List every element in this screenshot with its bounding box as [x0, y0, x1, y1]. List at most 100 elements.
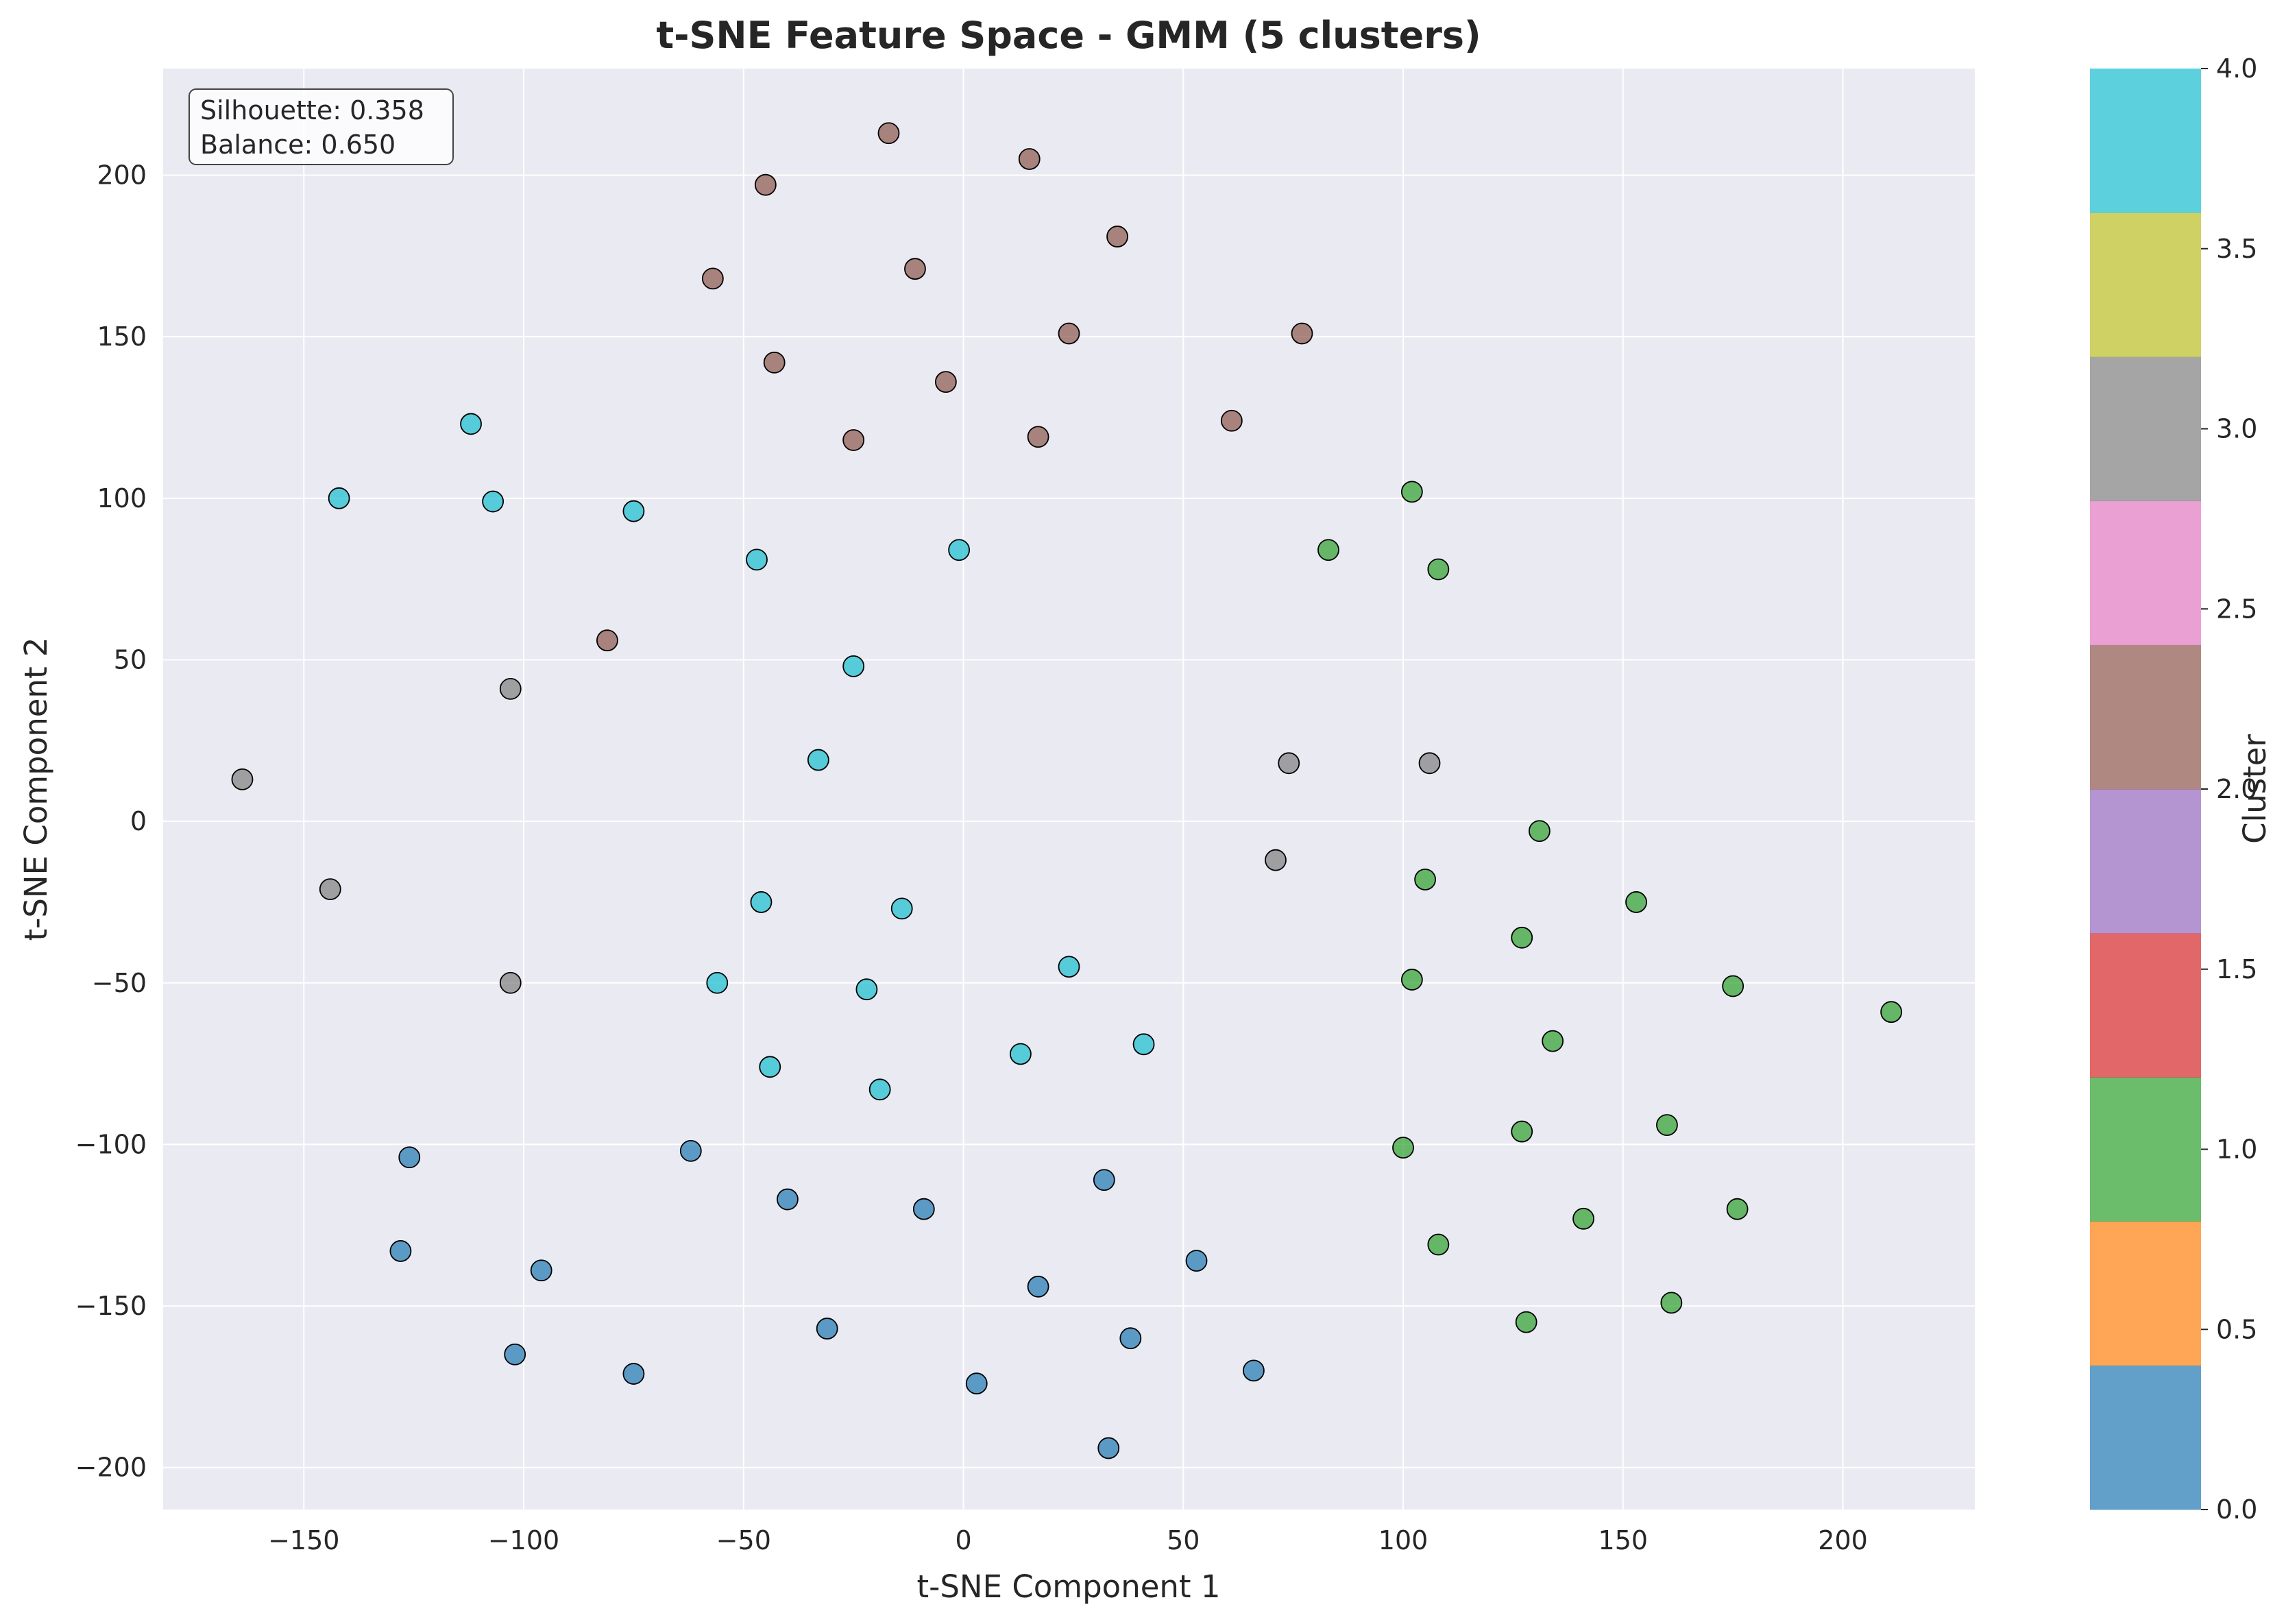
cluster-3-point: [1265, 849, 1287, 871]
y-tick-label: 100: [97, 483, 147, 513]
cluster-0-point: [912, 1198, 935, 1220]
y-tick-label: 150: [97, 322, 147, 352]
colorbar-tick-label: 3.5: [2216, 234, 2257, 264]
cluster-1-point: [1660, 1292, 1683, 1314]
cluster-2-point: [842, 429, 865, 451]
cluster-2-point: [701, 267, 724, 290]
cluster-1-point: [1511, 1120, 1533, 1143]
colorbar-segment: [2090, 1221, 2201, 1366]
colorbar-tick-label: 1.0: [2216, 1135, 2257, 1165]
cluster-2-point: [1027, 426, 1049, 448]
cluster-1-point: [1722, 975, 1744, 997]
cluster-4-point: [1058, 956, 1080, 978]
colorbar-segment: [2090, 933, 2201, 1078]
x-tick-label: 0: [955, 1525, 971, 1555]
cluster-0-point: [816, 1318, 838, 1340]
colorbar-tick-label: 2.0: [2216, 774, 2257, 804]
x-tick-label: 50: [1167, 1525, 1200, 1555]
cluster-0-point: [777, 1188, 799, 1211]
y-tick-label: 200: [97, 160, 147, 191]
cluster-2-point: [904, 258, 926, 280]
colorbar-tick-label: 0.0: [2216, 1494, 2257, 1525]
cluster-4-point: [842, 655, 865, 677]
cluster-1-point: [1400, 481, 1423, 503]
y-axis-label: t-SNE Component 2: [18, 637, 54, 941]
y-tick-label: 50: [114, 644, 147, 675]
cluster-1-point: [1414, 869, 1437, 890]
annotation-box-frame: [189, 88, 454, 165]
cluster-4-point: [750, 891, 773, 913]
colorbar-tick-label: 2.5: [2216, 594, 2257, 624]
chart-title: t-SNE Feature Space - GMM (5 clusters): [656, 14, 1481, 57]
colorbar-tick-label: 1.5: [2216, 954, 2257, 984]
cluster-4-point: [759, 1056, 781, 1078]
cluster-4-point: [890, 897, 913, 920]
colorbar: [2090, 69, 2201, 1510]
cluster-4-point: [706, 971, 729, 994]
cluster-0-point: [1093, 1169, 1115, 1191]
cluster-0-point: [1243, 1359, 1265, 1382]
colorbar-segment: [2090, 356, 2201, 502]
cluster-3-point: [231, 768, 254, 790]
x-tick-label: 100: [1378, 1525, 1428, 1555]
y-tick-label: −100: [75, 1129, 147, 1159]
cluster-4-point: [622, 500, 645, 522]
cluster-3-point: [499, 971, 522, 994]
cluster-0-point: [1097, 1437, 1120, 1459]
cluster-1-point: [1392, 1137, 1414, 1159]
cluster-2-point: [596, 629, 618, 652]
cluster-1-point: [1400, 969, 1423, 991]
cluster-4-point: [746, 548, 768, 571]
cluster-4-point: [1010, 1043, 1032, 1065]
cluster-2-point: [1106, 226, 1128, 247]
colorbar-tick-label: 0.5: [2216, 1314, 2257, 1344]
cluster-1-point: [1880, 1001, 1903, 1023]
x-tick-label: −150: [268, 1525, 339, 1555]
cluster-0-point: [1185, 1250, 1208, 1272]
colorbar-label: Cluster: [2237, 734, 2273, 844]
colorbar-ticks: 0.0 0.5 1.0 1.5 2.0 2.5 3.0 3.5 4.0: [2201, 53, 2257, 1525]
colorbar-segment: [2090, 69, 2201, 213]
colorbar-segment: [2090, 213, 2201, 357]
cluster-2-point: [1058, 322, 1080, 345]
plot-area: [163, 69, 1975, 1510]
y-tick-label: −50: [92, 968, 147, 998]
y-axis-ticks: −200 −150 −100 −50 0 50 100 150 200: [75, 160, 147, 1483]
cluster-2-point: [877, 122, 900, 145]
colorbar-tick-label: 3.0: [2216, 414, 2257, 444]
cluster-0-point: [622, 1363, 645, 1385]
cluster-1-point: [1656, 1114, 1678, 1137]
cluster-0-point: [1119, 1327, 1142, 1350]
colorbar-segment: [2090, 1365, 2201, 1510]
colorbar-segment: [2090, 789, 2201, 934]
cluster-1-point: [1529, 820, 1551, 843]
cluster-4-point: [460, 413, 482, 435]
colorbar-tick-label: 4.0: [2216, 53, 2257, 84]
scatter-points: [231, 122, 1903, 1459]
colorbar-segment: [2090, 644, 2201, 790]
x-axis-label: t-SNE Component 1: [916, 1568, 1220, 1605]
cluster-4-point: [328, 487, 350, 509]
y-tick-label: −200: [75, 1453, 147, 1483]
cluster-3-point: [1418, 752, 1441, 775]
cluster-4-point: [948, 539, 971, 561]
cluster-0-point: [965, 1372, 988, 1395]
cluster-2-point: [1018, 148, 1041, 170]
cluster-1-point: [1572, 1207, 1594, 1230]
x-axis-ticks: −150 −100 −50 0 50 100 150 200: [268, 1525, 1868, 1555]
cluster-0-point: [679, 1139, 702, 1162]
x-tick-label: 150: [1598, 1525, 1649, 1555]
cluster-1-point: [1427, 558, 1450, 581]
x-tick-label: −50: [716, 1525, 771, 1555]
cluster-0-point: [389, 1240, 412, 1262]
cluster-2-point: [763, 351, 786, 374]
cluster-2-point: [1220, 409, 1243, 432]
cluster-4-point: [868, 1078, 891, 1101]
cluster-2-point: [754, 173, 777, 196]
cluster-4-point: [855, 978, 878, 1001]
cluster-3-point: [1278, 752, 1300, 775]
cluster-1-point: [1317, 539, 1339, 561]
cluster-1-point: [1427, 1233, 1450, 1256]
cluster-1-point: [1515, 1311, 1537, 1333]
